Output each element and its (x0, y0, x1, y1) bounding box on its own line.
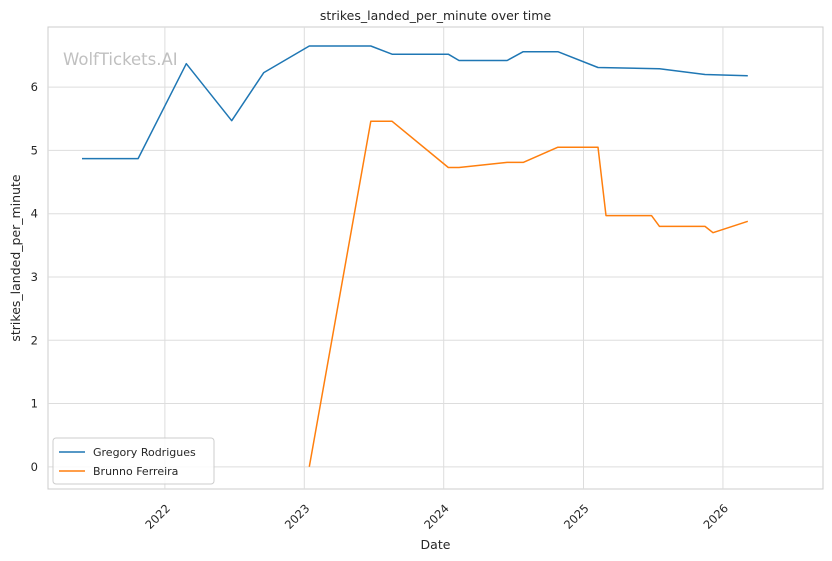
legend: Gregory Rodrigues Brunno Ferreira (52, 437, 215, 485)
x-tick-label-2024: 2024 (421, 501, 452, 532)
y-tick-label-3: 3 (31, 270, 38, 284)
y-tick-label-5: 5 (31, 143, 38, 157)
x-tick-label-2022: 2022 (142, 501, 173, 532)
y-tick-label-2: 2 (31, 333, 38, 347)
x-axis-title: Date (421, 537, 451, 552)
y-tick-label-0: 0 (31, 460, 38, 474)
legend-label-gregory-rodrigues: Gregory Rodrigues (93, 446, 196, 459)
y-tick-label-4: 4 (31, 207, 38, 221)
plot-area (47, 26, 824, 490)
x-tick-label-2023: 2023 (282, 501, 313, 532)
x-tick-label-2026: 2026 (700, 501, 731, 532)
series-group (82, 45, 749, 467)
chart-title: strikes_landed_per_minute over time (320, 8, 552, 23)
legend-box (52, 437, 215, 485)
watermark: WolfTickets.AI (63, 50, 178, 69)
x-tick-label-2025: 2025 (561, 501, 592, 532)
grid (48, 27, 823, 489)
series-line-brunno-ferreira (308, 120, 749, 467)
y-tick-label-6: 6 (31, 80, 38, 94)
y-tick-label-1: 1 (31, 397, 38, 411)
y-axis-title: strikes_landed_per_minute (8, 174, 23, 342)
series-line-gregory-rodrigues (82, 45, 748, 160)
legend-label-brunno-ferreira: Brunno Ferreira (93, 465, 178, 478)
